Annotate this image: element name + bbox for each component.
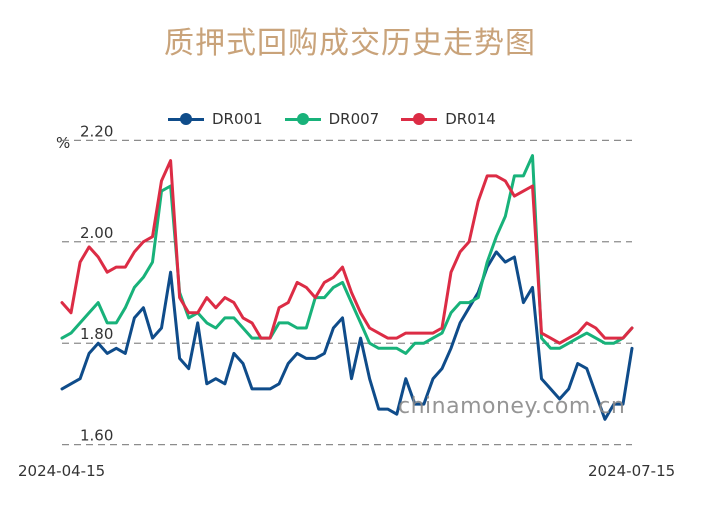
- y-tick-label: 1.80: [80, 325, 113, 343]
- legend-label-dr014: DR014: [445, 110, 496, 128]
- y-tick-label: 2.00: [80, 224, 113, 242]
- legend-swatch-dr007: [284, 113, 321, 125]
- legend-item-dr007[interactable]: DR007: [284, 110, 380, 128]
- series-line-dr001[interactable]: [60, 250, 634, 421]
- legend-item-dr001[interactable]: DR001: [168, 110, 263, 128]
- legend-item-dr014[interactable]: DR014: [401, 110, 496, 128]
- x-axis-end-date: 2024-07-15: [588, 462, 676, 480]
- watermark: chinamoney.com.cn: [398, 394, 626, 419]
- legend-swatch-dr014: [401, 113, 438, 125]
- x-axis-start-date: 2024-04-15: [18, 462, 106, 480]
- y-tick-label: 1.60: [80, 427, 113, 445]
- series-line-dr014[interactable]: [60, 159, 634, 345]
- legend-label-dr007: DR007: [328, 110, 380, 128]
- chart-legend: DR001 DR007 DR014: [168, 110, 496, 128]
- legend-label-dr001: DR001: [212, 110, 263, 128]
- y-axis-unit: %: [56, 134, 71, 152]
- legend-swatch-dr001: [168, 113, 204, 125]
- chart-title: 质押式回购成交历史走势图: [164, 26, 536, 61]
- y-tick-label: 2.20: [80, 122, 113, 140]
